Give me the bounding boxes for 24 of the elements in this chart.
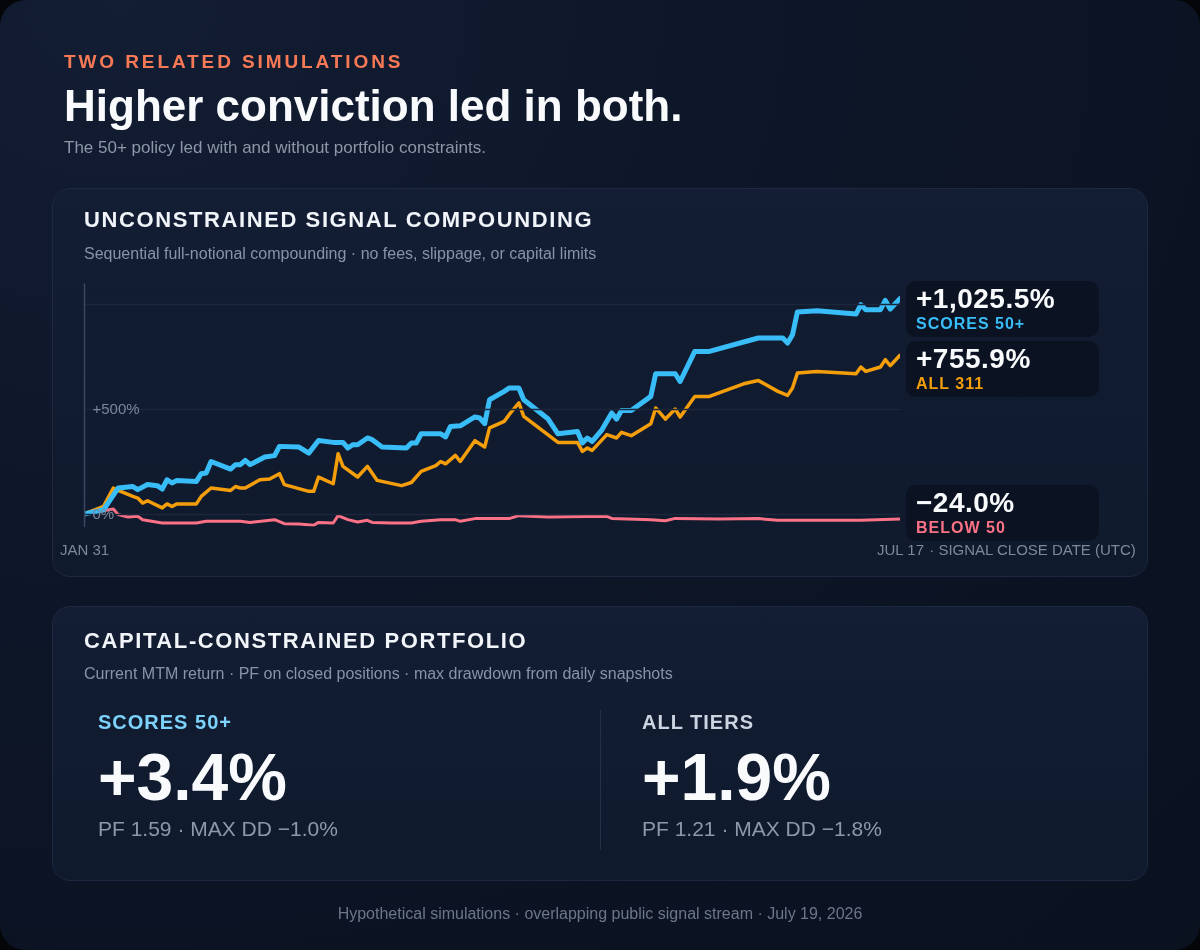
series-label: BELOW 50 — [916, 518, 1006, 537]
text: TWO RELATED SIMULATIONS — [64, 50, 405, 74]
chart-title: UNCONSTRAINED SIGNAL COMPOUNDING — [84, 207, 594, 233]
data-label: +755.9% — [916, 342, 1031, 375]
text: PF 1.21 · MAX DD −1.8% — [642, 816, 882, 842]
text: Higher conviction led in both. — [64, 80, 684, 132]
text: PF 1.59 · MAX DD −1.0% — [98, 816, 338, 842]
series-label: SCORES 50+ — [916, 314, 1026, 333]
data-label: +1,025.5% — [916, 282, 1056, 315]
text: +3.4% — [98, 740, 287, 814]
x-tick-label: JAN 31 — [59, 541, 110, 559]
category-label: ALL TIERS — [642, 710, 754, 734]
text: Hypothetical simulations · overlapping public signal stream · July 19, 2026 — [336, 904, 864, 924]
text: CAPITAL-CONSTRAINED PORTFOLIO — [84, 628, 528, 654]
chart-subtitle: Sequential full-notional compounding · no fees, slippage, or capital limits — [84, 244, 597, 264]
category-label: SCORES 50+ — [98, 710, 232, 734]
text: The 50+ policy led with and without portfolio constraints. — [64, 137, 487, 159]
x-axis-title: · SIGNAL CLOSE DATE (UTC) — [929, 541, 1136, 559]
x-tick-label: JUL 17 — [877, 541, 924, 559]
y-tick-label: +500% — [92, 400, 140, 418]
text: +1.9% — [642, 740, 831, 814]
series-label: ALL 311 — [916, 374, 985, 393]
data-label: −24.0% — [916, 486, 1015, 519]
text: Current MTM return · PF on closed positions · max drawdown from daily snapshots — [84, 664, 673, 684]
